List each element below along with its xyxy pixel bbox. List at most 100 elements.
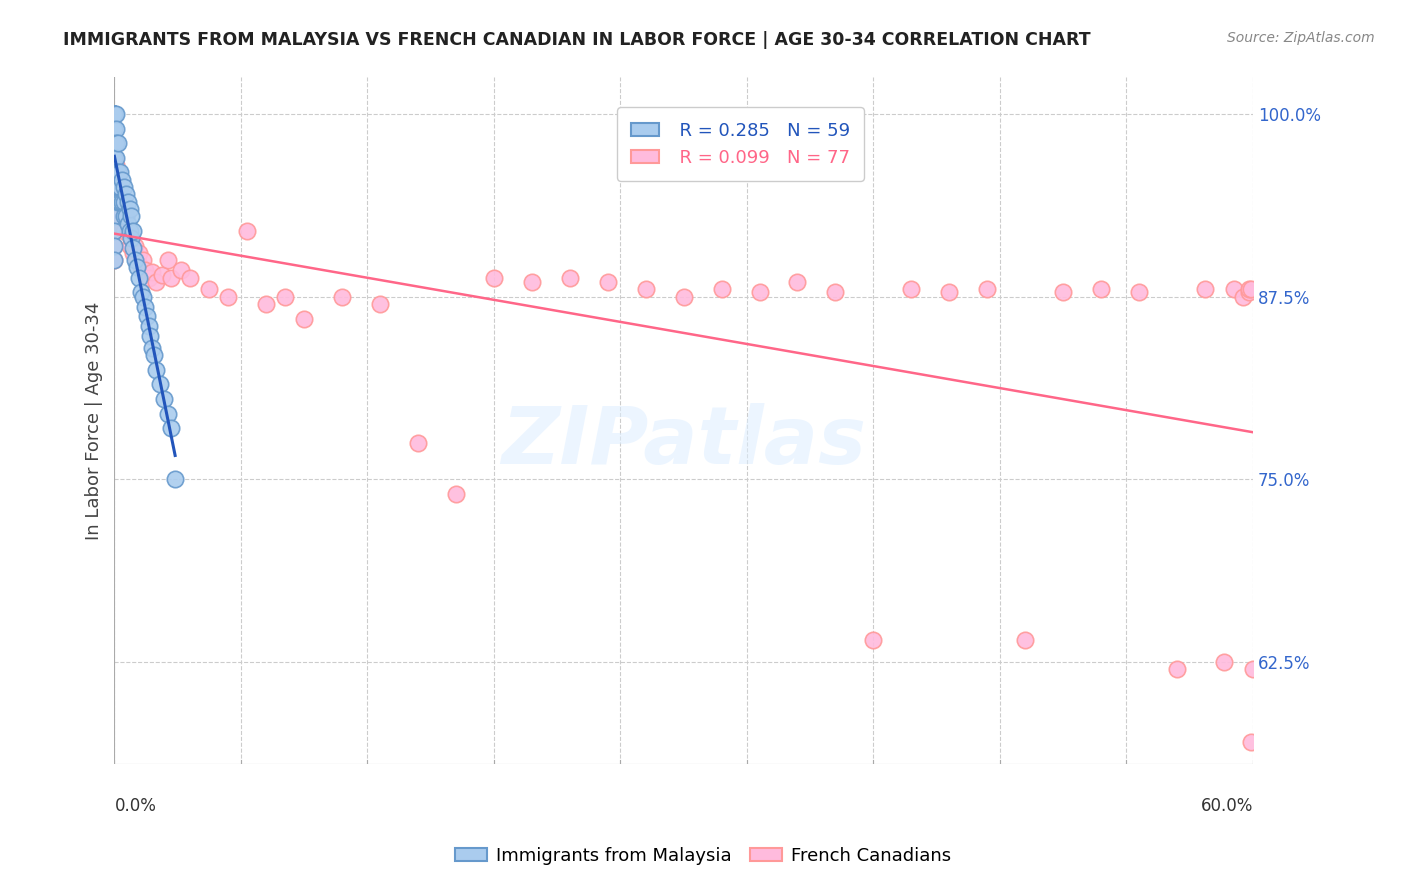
Point <box>134 263 156 277</box>
Point <box>107 180 129 194</box>
Point <box>274 290 297 304</box>
Point <box>1240 282 1263 296</box>
Point <box>105 121 128 136</box>
Point <box>1237 285 1260 300</box>
Point <box>122 245 145 260</box>
Point <box>122 224 145 238</box>
Point <box>105 136 128 151</box>
Point <box>103 165 125 179</box>
Legend: Immigrants from Malaysia, French Canadians: Immigrants from Malaysia, French Canadia… <box>447 840 959 872</box>
Point <box>127 253 149 268</box>
Point <box>103 121 125 136</box>
Point <box>103 107 125 121</box>
Point <box>108 194 131 209</box>
Point <box>160 270 183 285</box>
Text: 0.0%: 0.0% <box>114 797 156 814</box>
Point <box>122 242 145 256</box>
Point <box>112 224 135 238</box>
Point <box>127 260 149 275</box>
Point <box>150 268 173 282</box>
Point <box>118 202 141 216</box>
Point <box>1014 633 1036 648</box>
Point <box>128 270 150 285</box>
Point <box>117 194 139 209</box>
Point <box>103 224 125 238</box>
Point <box>786 275 808 289</box>
Point <box>1090 282 1112 296</box>
Point <box>103 107 125 121</box>
Point <box>103 253 125 268</box>
Point <box>107 173 129 187</box>
Point <box>368 297 391 311</box>
Point <box>132 253 155 268</box>
Point <box>138 318 160 333</box>
Point <box>558 270 581 285</box>
Point <box>1237 282 1260 296</box>
Point <box>134 300 156 314</box>
Point <box>156 407 179 421</box>
Point <box>149 377 172 392</box>
Point <box>103 194 125 209</box>
Point <box>748 285 770 300</box>
Point <box>138 270 160 285</box>
Point <box>103 238 125 252</box>
Point <box>103 253 125 268</box>
Point <box>107 194 129 209</box>
Point <box>105 165 128 179</box>
Point <box>112 209 135 223</box>
Point <box>634 282 657 296</box>
Point <box>117 224 139 238</box>
Point <box>103 136 125 151</box>
Point <box>824 285 846 300</box>
Point <box>135 309 157 323</box>
Point <box>141 341 163 355</box>
Point <box>103 224 125 238</box>
Point <box>105 158 128 172</box>
Point <box>596 275 619 289</box>
Point <box>170 263 193 277</box>
Point <box>156 253 179 268</box>
Point <box>103 151 125 165</box>
Point <box>862 633 884 648</box>
Point <box>112 180 135 194</box>
Point <box>107 136 129 151</box>
Point <box>108 165 131 179</box>
Text: IMMIGRANTS FROM MALAYSIA VS FRENCH CANADIAN IN LABOR FORCE | AGE 30-34 CORRELATI: IMMIGRANTS FROM MALAYSIA VS FRENCH CANAD… <box>63 31 1091 49</box>
Point <box>1240 735 1263 749</box>
Point <box>112 194 135 209</box>
Point <box>1166 662 1188 676</box>
Point <box>165 472 187 486</box>
Point <box>330 290 353 304</box>
Point <box>1241 662 1264 676</box>
Point <box>292 311 315 326</box>
Point <box>124 253 146 268</box>
Point <box>236 224 259 238</box>
Point <box>129 260 152 275</box>
Point <box>118 238 141 252</box>
Text: Source: ZipAtlas.com: Source: ZipAtlas.com <box>1227 31 1375 45</box>
Point <box>1128 285 1150 300</box>
Point <box>145 275 167 289</box>
Point <box>444 487 467 501</box>
Point <box>1052 285 1074 300</box>
Y-axis label: In Labor Force | Age 30-34: In Labor Force | Age 30-34 <box>86 301 103 541</box>
Point <box>111 194 134 209</box>
Point <box>103 194 125 209</box>
Point <box>124 238 146 252</box>
Point <box>103 209 125 223</box>
Point <box>103 151 125 165</box>
Point <box>108 180 131 194</box>
Point <box>105 202 128 216</box>
Point <box>103 136 125 151</box>
Point <box>108 187 131 202</box>
Point <box>121 231 143 245</box>
Point <box>976 282 998 296</box>
Point <box>179 270 201 285</box>
Point <box>103 107 125 121</box>
Legend:   R = 0.285   N = 59,   R = 0.099   N = 77: R = 0.285 N = 59, R = 0.099 N = 77 <box>617 107 865 181</box>
Text: ZIPatlas: ZIPatlas <box>501 402 866 481</box>
Point <box>105 107 128 121</box>
Point <box>114 209 136 223</box>
Point <box>132 290 155 304</box>
Point <box>111 173 134 187</box>
